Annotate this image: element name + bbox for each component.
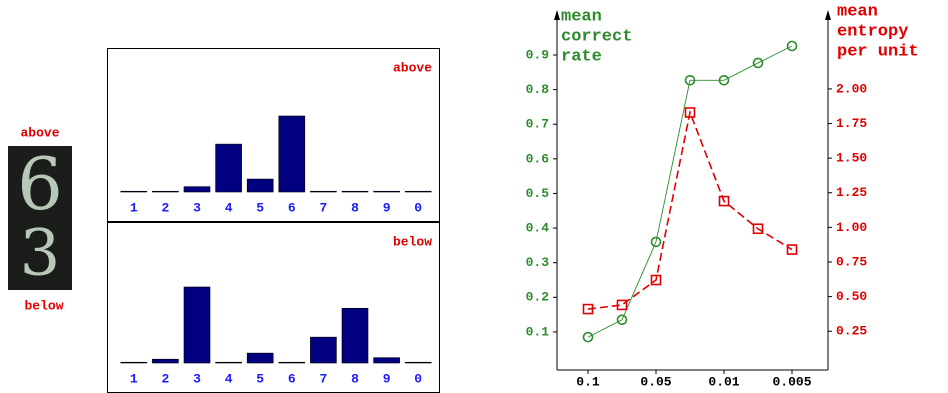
x-tick-label: 0.05 (640, 374, 671, 389)
series-line (588, 112, 792, 309)
category-label: 5 (256, 200, 264, 215)
category-label: 4 (225, 371, 233, 386)
category-label: 4 (225, 200, 233, 215)
category-label: 0 (414, 371, 422, 386)
y2-tick-label: 1.50 (836, 151, 867, 166)
bar (121, 362, 147, 363)
y-tick-label: 0.1 (526, 324, 550, 339)
x-tick-label: 0.1 (576, 374, 600, 389)
bar (152, 359, 178, 363)
bar (374, 191, 400, 192)
category-label: 5 (256, 371, 264, 386)
bar (216, 362, 242, 363)
y2-axis-title: entropy (837, 22, 908, 41)
category-label: 7 (319, 371, 327, 386)
bar (184, 287, 210, 363)
category-label: 3 (193, 200, 201, 215)
y2-tick-label: 0.25 (836, 324, 867, 339)
series-line (588, 46, 792, 337)
bar (216, 144, 242, 192)
category-label: 2 (161, 200, 169, 215)
bar (310, 337, 336, 363)
figure: above 6 3 below above 1 2 3 4 5 6 7 8 9 0 below 1 2 3 4… (0, 0, 948, 393)
y-tick-label: 0.2 (526, 290, 550, 305)
category-label: 1 (130, 200, 138, 215)
panel-title: above (393, 60, 432, 75)
bar (279, 362, 305, 363)
y-axis-title: mean (561, 7, 602, 26)
digit: 6 (17, 142, 63, 226)
panel-title: below (393, 234, 432, 249)
x-tick-label: 0.01 (708, 374, 739, 389)
y2-tick-label: 0.50 (836, 289, 867, 304)
bar (310, 191, 336, 192)
y-axis-title: rate (561, 47, 602, 66)
bar (121, 191, 147, 192)
bar (342, 308, 368, 363)
bar (342, 191, 368, 192)
y2-axis-title: per unit (837, 42, 919, 61)
bar (405, 191, 431, 192)
bar (247, 353, 273, 363)
y-tick-label: 0.8 (526, 82, 550, 97)
y2-tick-label: 0.75 (836, 254, 867, 269)
x-tick-label: 0.005 (772, 374, 811, 389)
digit: 3 (20, 217, 61, 291)
y-tick-label: 0.4 (526, 221, 550, 236)
y2-tick-label: 1.00 (836, 220, 867, 235)
category-label: 3 (193, 371, 201, 386)
y-tick-label: 0.3 (526, 255, 550, 270)
category-label: 1 (130, 371, 138, 386)
category-label: 6 (288, 371, 296, 386)
image-top-label: above (20, 125, 59, 140)
bar (247, 179, 273, 192)
bar (152, 191, 178, 192)
image-bottom-label: below (24, 298, 63, 313)
category-label: 7 (319, 200, 327, 215)
bar (279, 116, 305, 192)
y2-tick-label: 2.00 (836, 81, 867, 96)
y-tick-label: 0.7 (526, 117, 549, 132)
panel-frame (108, 49, 440, 222)
panel-frame (108, 223, 440, 393)
y2-axis-title: mean (837, 2, 878, 21)
y-axis-title: correct (561, 27, 632, 46)
bar (374, 358, 400, 363)
bar (184, 187, 210, 192)
category-label: 9 (383, 371, 391, 386)
y-tick-label: 0.5 (526, 186, 550, 201)
axis-arrow (554, 10, 560, 20)
bar (405, 362, 431, 363)
y2-tick-label: 1.25 (836, 185, 867, 200)
category-label: 8 (351, 200, 359, 215)
axis-arrow (825, 10, 831, 20)
category-label: 8 (351, 371, 359, 386)
category-label: 9 (383, 200, 391, 215)
y-tick-label: 0.9 (526, 47, 550, 62)
y-tick-label: 0.6 (526, 151, 550, 166)
category-label: 0 (414, 200, 422, 215)
category-label: 6 (288, 200, 296, 215)
y2-tick-label: 1.75 (836, 116, 867, 131)
category-label: 2 (161, 371, 169, 386)
